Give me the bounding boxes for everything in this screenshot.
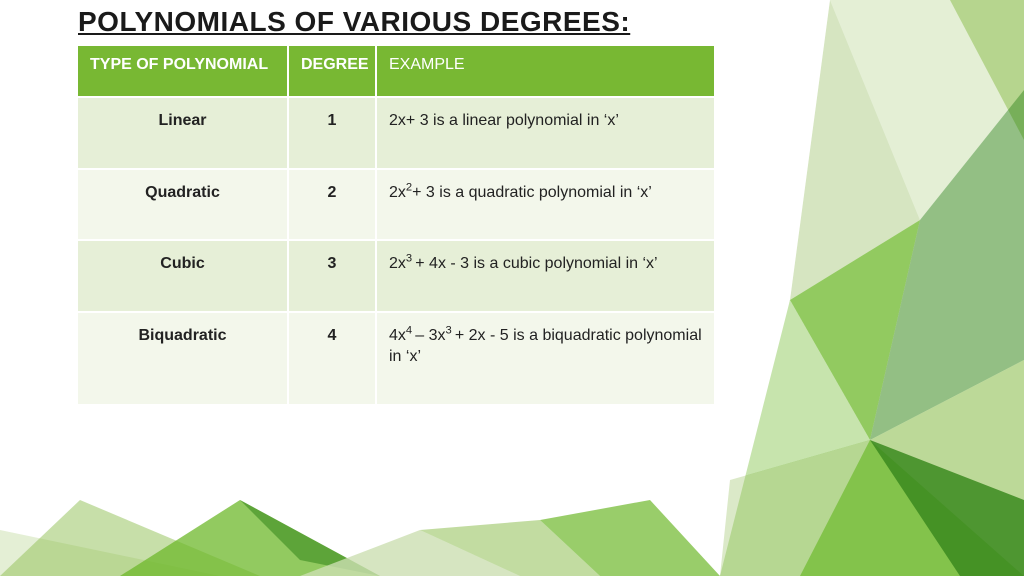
cell-type: Linear [78, 97, 288, 169]
col-header-example: EXAMPLE [376, 46, 714, 97]
cell-type: Cubic [78, 240, 288, 312]
cell-degree: 1 [288, 97, 376, 169]
cell-example: 2x3 + 4x - 3 is a cubic polynomial in ‘x… [376, 240, 714, 312]
col-header-degree: DEGREE [288, 46, 376, 97]
slide: POLYNOMIALS OF VARIOUS DEGREES: TYPE OF … [0, 0, 1024, 576]
cell-example: 2x2+ 3 is a quadratic polynomial in ‘x’ [376, 169, 714, 241]
table-row: Cubic 3 2x3 + 4x - 3 is a cubic polynomi… [78, 240, 714, 312]
col-header-type: TYPE OF POLYNOMIAL [78, 46, 288, 97]
polynomial-table-wrap: TYPE OF POLYNOMIAL DEGREE EXAMPLE Linear… [78, 46, 714, 406]
table-row: Biquadratic 4 4x4 – 3x3 + 2x - 5 is a bi… [78, 312, 714, 405]
table-header-row: TYPE OF POLYNOMIAL DEGREE EXAMPLE [78, 46, 714, 97]
cell-degree: 4 [288, 312, 376, 405]
slide-title: POLYNOMIALS OF VARIOUS DEGREES: [78, 6, 630, 38]
table-row: Quadratic 2 2x2+ 3 is a quadratic polyno… [78, 169, 714, 241]
cell-degree: 3 [288, 240, 376, 312]
cell-type: Quadratic [78, 169, 288, 241]
cell-example: 4x4 – 3x3 + 2x - 5 is a biquadratic poly… [376, 312, 714, 405]
cell-type: Biquadratic [78, 312, 288, 405]
cell-example: 2x+ 3 is a linear polynomial in ‘x’ [376, 97, 714, 169]
cell-degree: 2 [288, 169, 376, 241]
polynomial-table: TYPE OF POLYNOMIAL DEGREE EXAMPLE Linear… [78, 46, 714, 406]
table-row: Linear 1 2x+ 3 is a linear polynomial in… [78, 97, 714, 169]
